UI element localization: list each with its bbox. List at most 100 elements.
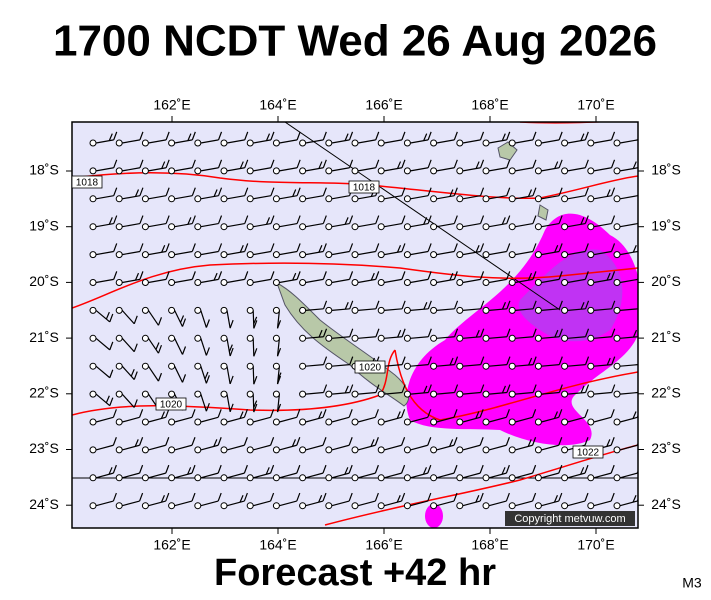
barb-flag (506, 384, 511, 393)
barb-shaft (305, 364, 324, 367)
station (220, 362, 228, 370)
barb-shaft (384, 195, 403, 200)
barb-flag (113, 159, 118, 168)
barb-flag (191, 187, 196, 196)
barb-shaft (226, 139, 245, 144)
station (430, 362, 438, 370)
barb-flag (187, 217, 192, 225)
station (613, 390, 621, 398)
barb-shaft (567, 195, 586, 200)
barb-flag (217, 271, 223, 280)
station (272, 279, 280, 286)
barb-flag (270, 271, 275, 280)
station (534, 195, 542, 203)
barb-shaft (410, 278, 429, 284)
barb-shaft (488, 416, 507, 423)
barb-shaft (200, 195, 219, 200)
barb-flag (108, 133, 113, 141)
barb-shaft (462, 472, 481, 479)
station (115, 362, 123, 370)
barb-shaft (279, 444, 297, 451)
barb-shaft (331, 308, 350, 311)
barb-flag (401, 159, 406, 168)
barb-flag (505, 492, 510, 502)
station (613, 167, 621, 175)
barb-flag (505, 464, 510, 474)
barb-flag (322, 464, 327, 474)
barb-flag (322, 187, 327, 196)
barb-shaft (253, 139, 272, 144)
barb-shaft (200, 278, 219, 284)
barb-shaft (279, 222, 298, 228)
barb-flag (401, 437, 406, 446)
barb-shaft (593, 364, 612, 367)
barb-flag (296, 131, 301, 141)
barb-flag (213, 189, 218, 197)
barb-shaft (252, 366, 255, 385)
barb-shaft (147, 365, 159, 382)
station (272, 418, 280, 426)
barb-shaft (331, 250, 350, 256)
barb-flag (270, 131, 275, 141)
barb-flag (139, 437, 144, 446)
barb-flag (374, 492, 379, 502)
station (325, 167, 333, 175)
station (508, 251, 516, 259)
barb-shaft (384, 391, 403, 395)
barb-shaft (462, 139, 481, 144)
barb-flag (427, 159, 432, 168)
barb-flag (139, 243, 144, 252)
barb-flag (479, 271, 485, 280)
barb-shaft (122, 195, 141, 200)
station (613, 279, 621, 286)
station (325, 474, 333, 482)
station (561, 167, 569, 175)
barb-flag (344, 133, 349, 141)
station (299, 390, 307, 398)
barb-shaft (331, 167, 350, 172)
station (534, 418, 542, 426)
barb-shaft (200, 500, 219, 507)
station (561, 195, 569, 203)
station (272, 195, 280, 203)
barb-shaft (436, 139, 455, 144)
barb-flag (532, 271, 537, 280)
barb-flag (108, 217, 113, 225)
barb-flag (165, 464, 170, 474)
barb-shaft (488, 308, 507, 311)
barb-shaft (488, 336, 507, 339)
barb-flag (475, 494, 480, 503)
barb-flag (632, 161, 637, 169)
barb-flag (113, 131, 118, 141)
barb-flag (243, 437, 248, 446)
barb-flag (501, 133, 506, 141)
station (220, 446, 228, 454)
station (246, 334, 254, 342)
barb-shaft (410, 472, 428, 479)
station (587, 306, 595, 314)
isobar (324, 444, 638, 526)
barb-flag (501, 217, 506, 225)
station (456, 306, 464, 314)
barb-flag (584, 328, 590, 337)
station (246, 446, 254, 454)
station (534, 279, 542, 286)
station (508, 167, 516, 175)
barb-flag (348, 464, 353, 474)
barb-flag (427, 437, 432, 446)
barb-shaft (305, 416, 324, 423)
barb-shaft (148, 472, 166, 479)
barb-shaft (226, 338, 231, 357)
lat-label: 20˚S (651, 273, 681, 289)
barb-shaft (305, 278, 324, 284)
station (89, 223, 97, 231)
barb-shaft (174, 310, 184, 327)
barb-flag (558, 271, 563, 280)
isobar-label: 1022 (577, 448, 600, 459)
barb-flag (532, 356, 537, 365)
barb-flag (318, 245, 323, 253)
station (561, 251, 569, 259)
barb-flag (187, 133, 192, 141)
station (456, 139, 464, 147)
barb-flag (291, 439, 296, 447)
